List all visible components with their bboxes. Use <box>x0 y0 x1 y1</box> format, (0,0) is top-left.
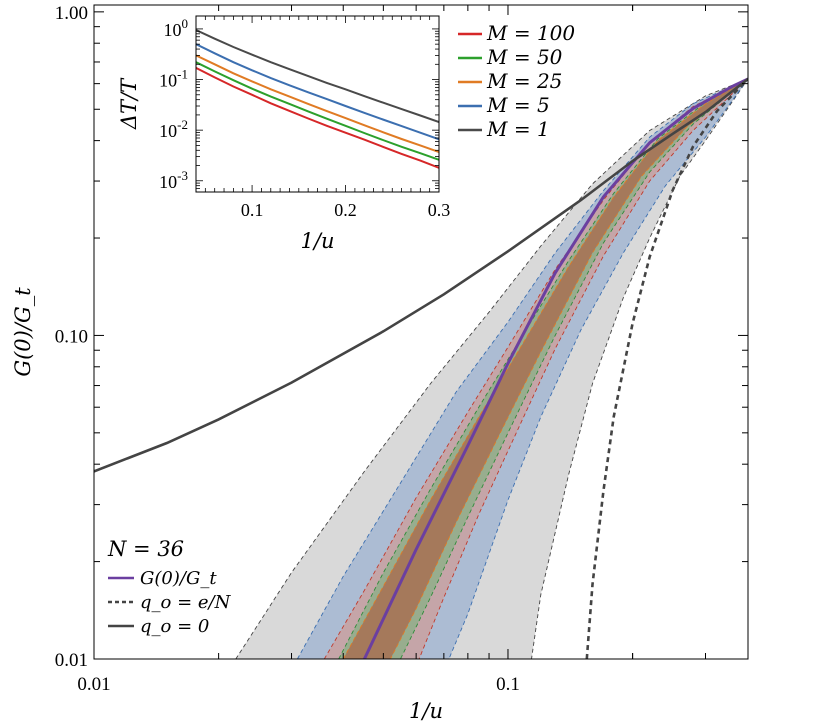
legend-m5-label: M = 5 <box>486 93 550 117</box>
band-m25-fill <box>343 79 748 659</box>
inset-x-axis-label: 1/u <box>301 229 335 253</box>
main-legend: G(0)/G_t q_o = e/N q_o = 0 <box>108 568 232 637</box>
legend-qo-e-over-n-label: q_o = e/N <box>140 592 232 613</box>
main-x-tick-label: 0.01 <box>77 674 110 695</box>
inset-y-tick-base: 10 <box>159 71 177 91</box>
inset-y-tick-label: 10-2 <box>159 117 188 141</box>
main-y-axis-label: G(0)/G_t <box>11 287 35 377</box>
main-chart: 0.01 0.10.010.101.00 1/u G(0)/G_t N = 36 … <box>11 3 749 723</box>
main-x-axis-label: 1/u <box>409 699 443 723</box>
inset-y-tick-exponent: -3 <box>177 168 188 183</box>
band-m50-lower-edge <box>400 78 748 659</box>
inset-y-tick-base: 10 <box>159 172 177 192</box>
band-m100-lower-edge <box>418 78 748 659</box>
inset-y-tick-label: 100 <box>164 16 189 40</box>
inset-x-tick-label: 0.3 <box>428 200 451 220</box>
inset-background <box>196 16 439 192</box>
inset-m1-line <box>196 29 439 123</box>
qo-zero-line <box>94 77 748 473</box>
legend-m25-label: M = 25 <box>486 69 562 93</box>
band-m5-lower-edge <box>448 78 748 659</box>
main-y-tick-label: 0.10 <box>55 326 88 347</box>
band-m5-upper-edge <box>297 78 748 659</box>
qo-e-over-n-line <box>585 78 748 659</box>
main-plot-frame <box>93 4 749 660</box>
main-y-tick-label: 0.01 <box>55 650 88 671</box>
band-m1-upper-edge <box>235 78 748 659</box>
inset-m50-line <box>196 61 439 161</box>
n-annotation: N = 36 <box>107 537 184 561</box>
inset-y-tick-exponent: -2 <box>177 117 188 132</box>
inset-y-tick-base: 10 <box>159 121 177 141</box>
g0-gt-line <box>363 77 748 659</box>
main-ticks: 0.01 0.10.010.101.00 <box>55 3 748 695</box>
band-m1-lower-edge <box>531 78 748 659</box>
inset-y-tick-label: 10-1 <box>159 67 188 91</box>
inset-y-tick-base: 10 <box>164 20 182 40</box>
legend-m50-label: M = 50 <box>486 45 563 69</box>
main-x-tick-label: 0.1 <box>496 674 520 695</box>
inset-series <box>196 29 439 169</box>
inset-m100-line <box>196 67 439 169</box>
inset-x-tick-label: 0.1 <box>241 200 264 220</box>
inset-y-tick-exponent: 0 <box>182 16 189 31</box>
legend-g0-gt-label: G(0)/G_t <box>140 568 217 589</box>
main-y-tick-label: 1.00 <box>55 3 88 24</box>
band-m25-lower-edge <box>389 78 748 659</box>
inset-y-tick-label: 10-3 <box>159 168 188 192</box>
uncertainty-bands <box>235 78 748 659</box>
inset-m25-line <box>196 54 439 153</box>
legend-qo-zero-label: q_o = 0 <box>140 616 209 637</box>
inset-m5-line <box>196 43 439 141</box>
band-m25-upper-edge <box>342 78 748 659</box>
inset-x-tick-label: 0.2 <box>334 200 357 220</box>
legend-m100-label: M = 100 <box>486 21 575 45</box>
inset-y-axis-label: ΔT/T <box>117 77 141 130</box>
main-series <box>94 77 748 659</box>
legend-m1-label: M = 1 <box>486 117 550 141</box>
inset-y-tick-exponent: -1 <box>177 67 188 82</box>
